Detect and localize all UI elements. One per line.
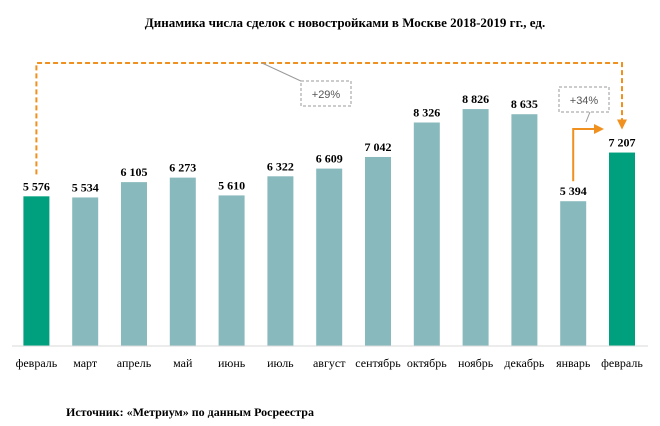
callout-box-34 <box>558 86 610 113</box>
value-labels-group: 5 576 5 534 6 105 6 273 5 610 6 322 6 609 7 042… <box>23 92 636 198</box>
category-label-0: февраль <box>16 356 58 370</box>
bar-12 <box>609 152 635 346</box>
value-label-11: 5 394 <box>560 184 587 198</box>
value-label-1: 5 534 <box>72 180 99 194</box>
bar-9 <box>462 109 489 346</box>
category-label-4: июнь <box>218 356 246 370</box>
callout-text-34: +34% <box>570 95 599 107</box>
annotations-group: +29% +34% <box>35 62 627 182</box>
chart-title: Динамика числа сделок с новостройками в … <box>145 15 545 30</box>
bar-4 <box>218 195 245 346</box>
bar-2 <box>121 182 147 346</box>
bar-0 <box>23 196 50 346</box>
bar-6 <box>316 168 343 346</box>
category-label-5: июль <box>267 356 294 370</box>
category-label-10: декабрь <box>504 356 545 370</box>
bar-11 <box>560 201 587 346</box>
value-label-3: 6 273 <box>169 161 196 175</box>
category-label-2: апрель <box>117 356 152 370</box>
category-labels-group: февраль март апрель май июнь июль август сентяб… <box>16 356 644 370</box>
callout-text-29: +29% <box>312 89 341 101</box>
category-label-9: ноябрь <box>458 356 494 370</box>
growth-arrow-34 <box>572 124 604 182</box>
callout-leader-29 <box>261 62 304 83</box>
category-label-12: февраль <box>601 356 643 370</box>
bar-10 <box>511 114 538 347</box>
bar-5 <box>267 176 294 346</box>
value-label-0: 5 576 <box>23 179 50 193</box>
value-label-7: 7 042 <box>365 140 392 154</box>
value-label-12: 7 207 <box>609 136 636 150</box>
bar-8 <box>413 122 440 346</box>
callout-leader-34 <box>585 111 591 123</box>
value-label-5: 6 322 <box>267 159 294 173</box>
value-label-4: 5 610 <box>218 178 245 192</box>
value-label-9: 8 826 <box>462 92 489 106</box>
source-note: Источник: «Метриум» по данным Росреестра <box>66 405 314 419</box>
category-label-7: сентябрь <box>355 356 401 370</box>
category-label-8: октябрь <box>407 356 447 370</box>
category-label-1: март <box>73 356 98 370</box>
growth-arrow-29 <box>35 62 627 175</box>
bars-group <box>23 109 635 347</box>
category-label-11: январь <box>556 356 591 370</box>
callout-box-29 <box>300 80 352 107</box>
bar-1 <box>72 197 99 346</box>
bar-3 <box>169 177 196 346</box>
category-label-3: май <box>173 356 193 370</box>
bar-7 <box>365 156 391 346</box>
value-label-2: 6 105 <box>121 165 148 179</box>
value-label-6: 6 609 <box>316 152 343 166</box>
value-label-10: 8 635 <box>511 97 538 111</box>
category-label-6: август <box>313 356 346 370</box>
value-label-8: 8 326 <box>413 106 440 120</box>
